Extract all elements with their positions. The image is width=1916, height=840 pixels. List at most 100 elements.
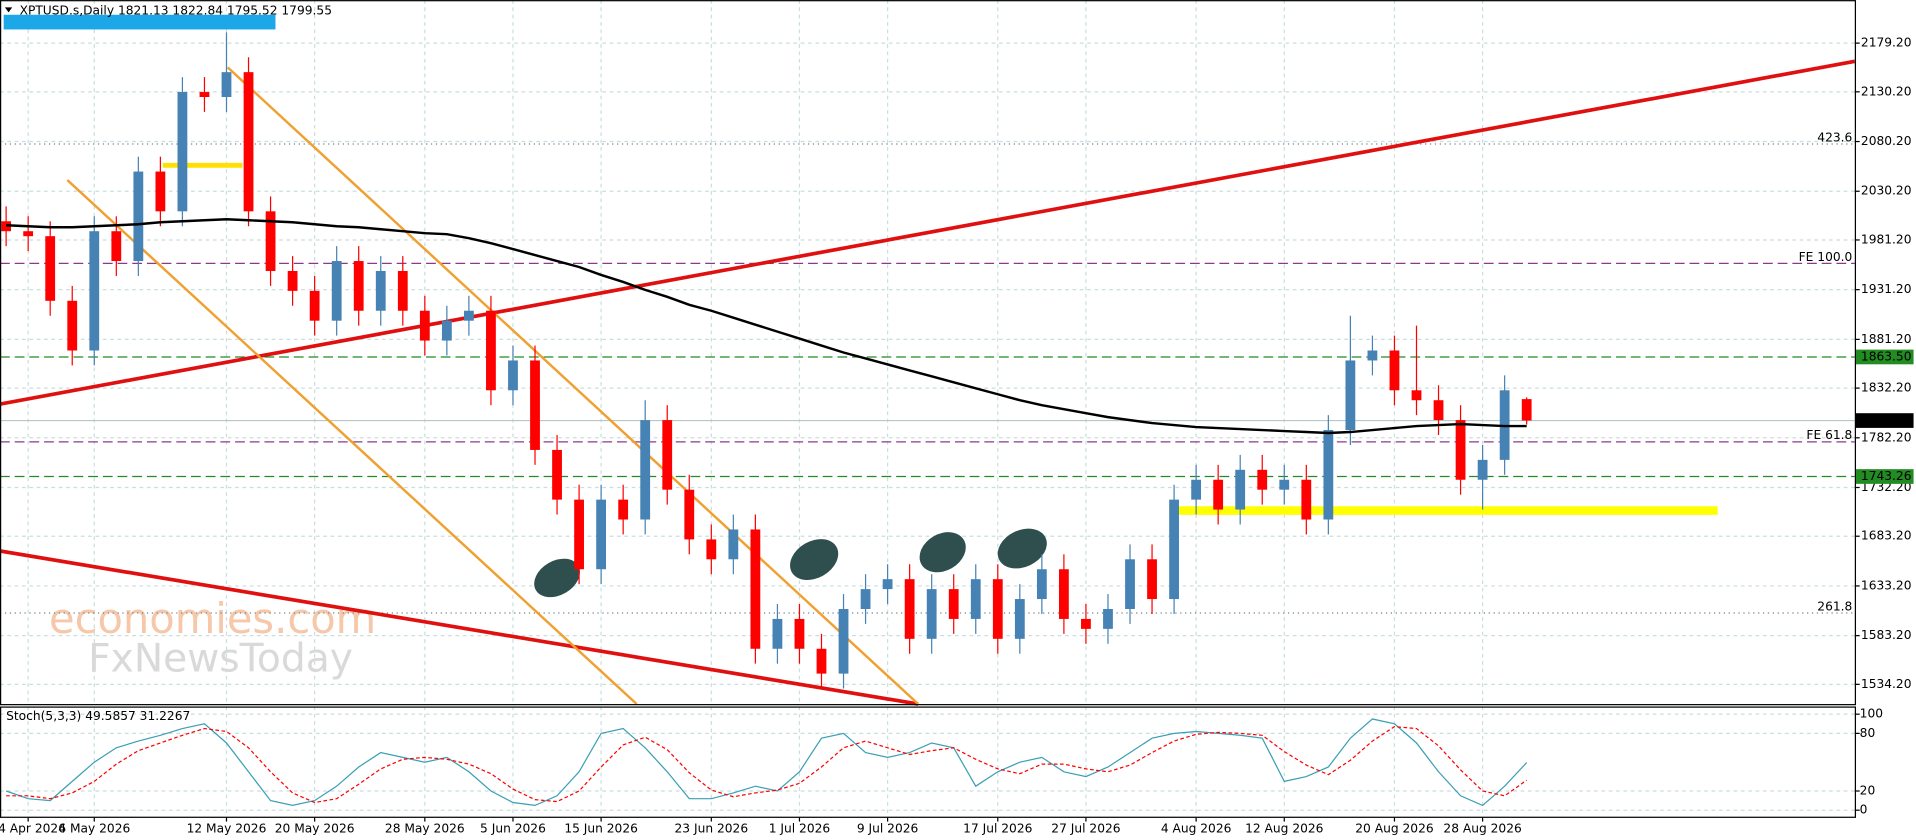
y-tick-label: 1583.20 (1861, 628, 1912, 642)
y-tick-label: 1981.20 (1861, 232, 1912, 246)
candle-body (1477, 459, 1488, 480)
channel-line (66, 179, 638, 705)
candle-body (133, 171, 144, 262)
candle-body (926, 589, 937, 639)
candle-body (1257, 469, 1268, 490)
candle-body (904, 579, 915, 639)
y-tick-label: 1534.20 (1861, 677, 1912, 691)
fib-label: FE 61.8 (1806, 428, 1852, 442)
candle-body (530, 360, 540, 450)
trend-line (0, 59, 1856, 406)
stoch-title: Stoch(5,3,3) 49.5857 31.2267 (6, 709, 190, 723)
pattern-marker (534, 558, 580, 598)
x-tick-label: 12 May 2026 (187, 821, 267, 835)
candle-body (1455, 420, 1466, 480)
candle-body (155, 171, 166, 212)
candle-body (1389, 350, 1400, 391)
candle-body (1301, 479, 1312, 520)
candle-body (508, 360, 518, 391)
header-bar (3, 14, 276, 30)
stoch-tick-label: 20 (1860, 783, 1876, 797)
candle-body (1521, 399, 1532, 421)
candle-body (89, 231, 100, 351)
x-tick-label: 27 Jul 2026 (1051, 821, 1120, 835)
x-tick-label: 28 Aug 2026 (1443, 821, 1522, 835)
moving-average (6, 218, 1527, 435)
candle-body (860, 589, 871, 609)
candle-body (45, 236, 56, 301)
candle-body (970, 579, 981, 619)
pattern-marker (919, 532, 966, 573)
candle-body (397, 270, 408, 311)
y-tick-label: 1633.20 (1861, 578, 1912, 592)
candle-body (486, 310, 496, 391)
candle-body (1235, 469, 1246, 510)
fib-label: FE 100.0 (1799, 250, 1853, 264)
candle-body (618, 499, 629, 520)
stoch-pane-frame (0, 706, 1857, 818)
candle-body (199, 92, 210, 98)
x-tick-label: 5 Jun 2026 (480, 821, 546, 835)
candle-body (728, 529, 739, 560)
y-tick-label: 1881.20 (1861, 332, 1912, 346)
candle-body (552, 449, 562, 500)
candle-body (1191, 479, 1202, 500)
chart-title: XPTUSD.s,Daily 1821.13 1822.84 1795.52 1… (20, 4, 332, 18)
candle-body (772, 618, 783, 649)
level-tag (1856, 349, 1914, 365)
watermark: FxNewsToday (88, 637, 353, 682)
candle-body (1411, 390, 1422, 401)
candle-body (992, 579, 1003, 639)
candle-body (221, 72, 232, 98)
candle-body (596, 499, 607, 570)
price-label: 1799.55 (1861, 413, 1912, 427)
axes: 2179.20 2130.20 2080.20 2030.20 1981.20 1931.… (0, 36, 1914, 835)
candle-body (750, 529, 761, 649)
candle-body (331, 261, 342, 321)
x-tick-label: 9 Jul 2026 (857, 821, 919, 835)
candle-body (243, 72, 254, 212)
candle-body (67, 300, 78, 351)
candle-body (1323, 430, 1334, 520)
candle-body (1059, 569, 1069, 619)
trend-line (0, 549, 919, 706)
x-tick-label: 4 May 2026 (58, 821, 130, 835)
candle-body (706, 539, 717, 560)
candle-body (464, 310, 474, 321)
stoch-signal (6, 726, 1528, 804)
stoch-tick-label: 100 (1860, 707, 1883, 721)
y-tick-label: 2030.20 (1861, 184, 1912, 198)
candle-body (441, 320, 452, 341)
y-tick-label: 1832.20 (1861, 381, 1912, 395)
watermark: economies.com (49, 594, 376, 643)
candle-body (662, 420, 673, 490)
y-tick-label: 2179.20 (1861, 36, 1912, 50)
fib-label: 423.6 (1817, 130, 1852, 144)
channel-line (226, 66, 920, 705)
candle-body (419, 310, 430, 341)
candle-body (23, 231, 34, 237)
candle-body (375, 270, 386, 311)
x-tick-label: 20 May 2026 (275, 821, 355, 835)
x-tick-label: 28 May 2026 (385, 821, 465, 835)
level-label: 1863.50 (1861, 349, 1912, 363)
x-tick-label: 24 Apr 2026 (0, 821, 66, 835)
candle-body (948, 589, 959, 619)
y-tick-label: 1931.20 (1861, 282, 1912, 296)
x-tick-label: 17 Jul 2026 (963, 821, 1032, 835)
candle-body (353, 261, 364, 311)
candle-body (1147, 559, 1157, 600)
candle-body (1367, 350, 1378, 361)
y-tick-label: 2080.20 (1861, 134, 1912, 148)
candle-body (574, 499, 584, 570)
candle-body (882, 579, 893, 590)
candles (1, 32, 1532, 689)
collapse-icon[interactable] (4, 7, 13, 13)
y-tick-label: 1683.20 (1861, 529, 1912, 543)
candle-body (111, 231, 122, 262)
stoch-tick-label: 80 (1860, 726, 1876, 740)
level-tag (1856, 469, 1914, 484)
x-tick-label: 20 Aug 2026 (1355, 821, 1434, 835)
x-tick-label: 4 Aug 2026 (1161, 821, 1232, 835)
stoch-main (5, 718, 1528, 807)
